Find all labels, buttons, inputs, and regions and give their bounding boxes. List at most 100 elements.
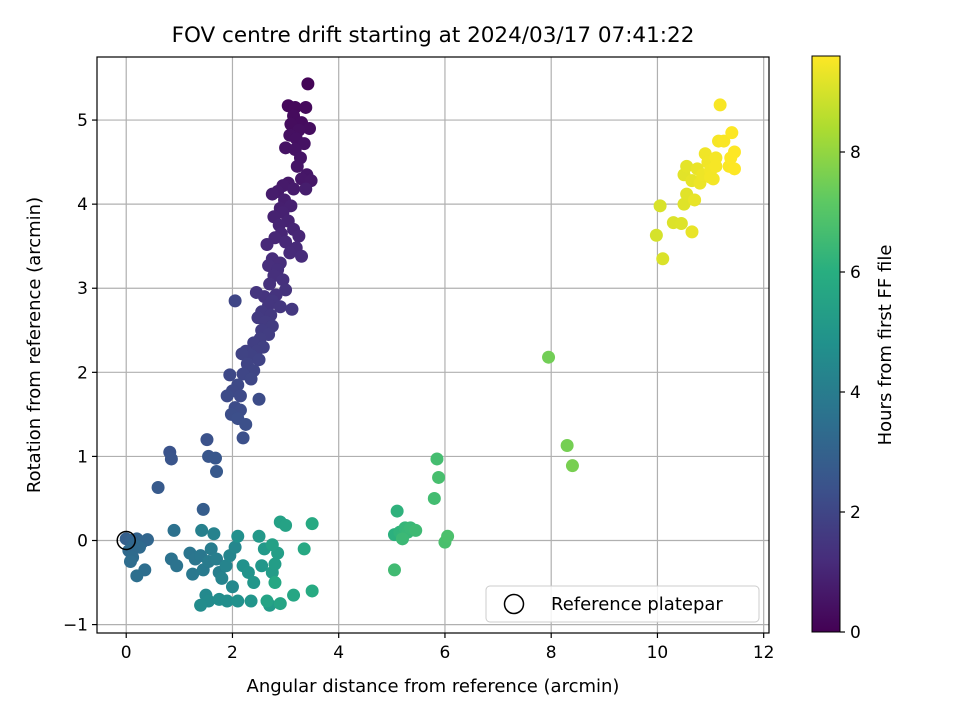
data-point: [299, 100, 313, 114]
data-point: [151, 481, 165, 495]
data-point: [194, 598, 208, 612]
data-point: [273, 597, 287, 611]
colorbar-tick-label: 8: [850, 143, 861, 163]
data-point: [302, 121, 316, 135]
data-point: [130, 569, 144, 583]
data-point: [387, 563, 401, 577]
data-point: [279, 141, 293, 155]
colorbar-tick-label: 4: [850, 383, 861, 403]
colorbar: 0 2 4 6 8 Hours from first FF file: [811, 55, 896, 643]
reference-point: [116, 530, 136, 551]
data-point: [228, 294, 242, 308]
data-point: [132, 540, 146, 554]
colorbar-tick-label: 0: [850, 623, 861, 643]
data-point: [279, 518, 293, 532]
x-axis: 0 2 4 6 8 10 12: [121, 633, 775, 663]
data-point: [727, 162, 741, 176]
data-point: [247, 576, 261, 590]
data-point: [252, 529, 266, 543]
data-point: [195, 523, 209, 537]
data-point: [680, 159, 694, 173]
colorbar-ticks: 0 2 4 6 8: [840, 143, 861, 643]
data-point: [287, 588, 301, 602]
data-point: [685, 225, 699, 239]
y-tick-label: 4: [77, 195, 88, 215]
colorbar-tick-label: 2: [850, 503, 861, 523]
data-point: [441, 529, 455, 543]
data-point: [164, 452, 178, 466]
data-point: [265, 538, 279, 552]
legend-label: Reference platepar: [551, 594, 723, 615]
data-point: [560, 438, 574, 452]
data-point: [235, 347, 249, 361]
data-point: [299, 182, 313, 196]
data-point: [210, 465, 224, 479]
data-point: [649, 228, 663, 242]
data-point: [200, 433, 214, 447]
data-point: [228, 540, 242, 554]
data-point: [263, 277, 277, 291]
data-point: [252, 392, 266, 406]
data-point: [204, 542, 218, 556]
data-point: [656, 252, 670, 266]
data-point: [249, 285, 263, 299]
data-point: [713, 98, 727, 112]
data-point: [268, 576, 282, 590]
y-tick-label: 3: [77, 279, 88, 299]
data-point: [208, 451, 222, 465]
data-point: [279, 235, 293, 249]
data-point: [231, 594, 245, 608]
data-point: [239, 417, 253, 431]
data-point: [704, 170, 718, 184]
data-point: [196, 502, 210, 516]
data-point: [565, 459, 579, 473]
data-point: [285, 302, 299, 316]
data-point: [123, 555, 137, 569]
data-point: [305, 584, 319, 598]
data-point: [265, 187, 279, 201]
data-point: [688, 193, 702, 207]
data-point: [276, 273, 290, 287]
data-point: [295, 249, 309, 263]
x-tick-label: 6: [440, 643, 451, 663]
data-point: [241, 565, 255, 579]
data-point: [674, 216, 688, 230]
data-point: [223, 368, 237, 382]
data-point: [220, 389, 234, 403]
data-point: [252, 353, 266, 367]
data-point: [219, 559, 233, 573]
data-point: [207, 527, 221, 541]
y-tick-label: 5: [77, 111, 88, 131]
data-point: [717, 134, 731, 148]
data-point: [427, 491, 441, 505]
colorbar-label: Hours from first FF file: [875, 245, 896, 446]
data-point: [244, 594, 258, 608]
x-tick-label: 8: [546, 643, 557, 663]
data-point: [170, 559, 184, 573]
data-point: [255, 559, 269, 573]
data-point: [292, 229, 306, 243]
data-point: [167, 523, 181, 537]
data-point: [233, 389, 247, 403]
y-tick-label: 0: [77, 532, 88, 552]
x-tick-label: 4: [333, 643, 344, 663]
data-point: [260, 594, 274, 608]
data-point: [215, 571, 229, 585]
data-point: [301, 77, 315, 91]
reference-marker: [116, 530, 136, 551]
colorbar-gradient: [811, 55, 841, 633]
data-point: [653, 199, 667, 213]
data-point: [236, 431, 250, 445]
x-tick-label: 12: [753, 643, 775, 663]
y-tick-label: 1: [77, 447, 88, 467]
data-point: [395, 532, 409, 546]
data-point: [210, 552, 224, 566]
chart-title: FOV centre drift starting at 2024/03/17 …: [172, 23, 695, 48]
y-axis: −1 0 1 2 3 4 5: [63, 111, 97, 636]
x-tick-label: 2: [227, 643, 238, 663]
data-point: [305, 517, 319, 531]
data-point: [725, 126, 739, 140]
data-point: [295, 172, 309, 186]
x-axis-label: Angular distance from reference (arcmin): [247, 676, 620, 697]
